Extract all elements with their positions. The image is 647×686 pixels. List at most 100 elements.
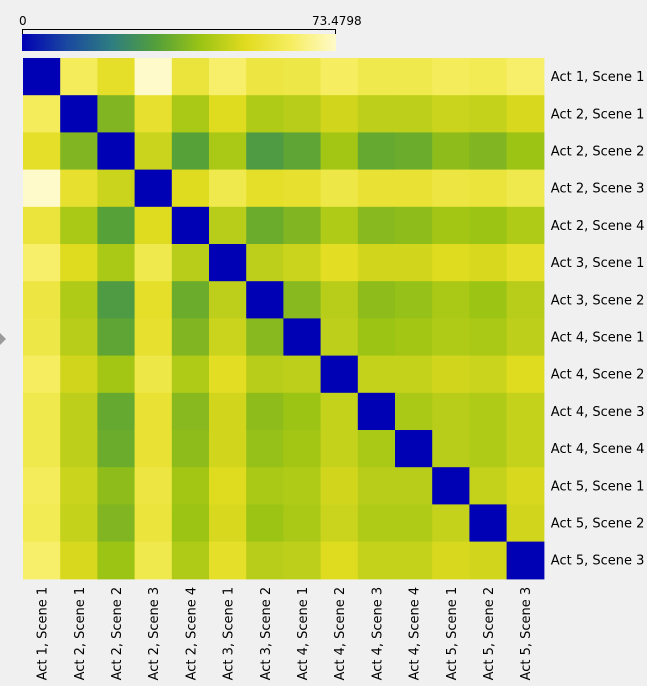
heatmap-cell xyxy=(209,355,247,394)
heatmap-cell xyxy=(357,318,396,357)
heatmap-cell xyxy=(23,132,61,171)
heatmap-cell xyxy=(134,95,173,133)
row-label: Act 5, Scene 1 xyxy=(551,479,645,494)
heatmap-cell xyxy=(283,132,322,171)
collapse-arrow-icon[interactable] xyxy=(0,333,6,345)
heatmap-cell xyxy=(134,355,173,394)
heatmap-cell xyxy=(395,132,433,171)
heatmap-cell xyxy=(506,58,545,96)
heatmap-cell xyxy=(283,392,322,431)
heatmap-cell xyxy=(283,541,322,580)
heatmap-cell xyxy=(395,244,433,282)
heatmap-cell xyxy=(432,467,470,505)
heatmap-cell xyxy=(506,504,545,543)
heatmap-cell xyxy=(283,169,322,208)
heatmap-cell xyxy=(395,355,433,394)
heatmap-cell xyxy=(171,95,210,133)
heatmap-cell xyxy=(60,392,98,431)
heatmap-cell xyxy=(60,318,98,357)
heatmap-cell xyxy=(506,392,545,431)
column-label: Act 4, Scene 4 xyxy=(408,587,423,681)
heatmap-cell xyxy=(395,430,433,468)
heatmap-cell xyxy=(506,467,545,505)
heatmap-cell xyxy=(171,132,210,171)
heatmap-cell xyxy=(469,132,508,171)
row-label: Act 4, Scene 1 xyxy=(551,331,645,346)
heatmap-cell xyxy=(171,430,210,468)
heatmap-cell xyxy=(209,95,247,133)
heatmap-cell xyxy=(246,504,284,543)
heatmap-cell xyxy=(23,206,61,245)
heatmap-cell xyxy=(209,132,247,171)
heatmap-cell xyxy=(97,132,136,171)
heatmap-cell xyxy=(97,95,136,133)
column-label: Act 4, Scene 3 xyxy=(370,587,385,681)
heatmap-cell xyxy=(171,206,210,245)
heatmap-cell xyxy=(283,430,322,468)
heatmap-cell xyxy=(395,281,433,319)
heatmap-cell xyxy=(171,244,210,282)
heatmap-cell xyxy=(432,355,470,394)
heatmap-cell xyxy=(469,281,508,319)
heatmap-cell xyxy=(97,467,136,505)
heatmap-cell xyxy=(209,430,247,468)
heatmap-cell xyxy=(395,95,433,133)
heatmap-cell xyxy=(506,541,545,580)
heatmap-cell xyxy=(320,95,359,133)
heatmap-cell xyxy=(60,504,98,543)
heatmap-cell xyxy=(320,467,359,505)
column-label: Act 5, Scene 1 xyxy=(445,587,460,681)
column-label: Act 1, Scene 1 xyxy=(36,587,51,681)
row-label: Act 3, Scene 2 xyxy=(551,293,645,308)
heatmap-cell xyxy=(23,95,61,133)
heatmap-cell xyxy=(357,392,396,431)
heatmap-cell xyxy=(60,58,98,96)
heatmap-cell xyxy=(97,430,136,468)
column-label: Act 2, Scene 4 xyxy=(184,587,199,681)
column-label: Act 2, Scene 2 xyxy=(110,587,125,681)
heatmap-cell xyxy=(134,392,173,431)
heatmap-cell xyxy=(209,206,247,245)
heatmap-cell xyxy=(432,392,470,431)
heatmap-cell xyxy=(320,244,359,282)
heatmap-cell xyxy=(469,244,508,282)
heatmap-cell xyxy=(134,281,173,319)
column-label: Act 2, Scene 1 xyxy=(73,587,88,681)
heatmap-cell xyxy=(209,58,247,96)
heatmap-cell xyxy=(432,430,470,468)
heatmap-cell xyxy=(60,281,98,319)
heatmap-cell xyxy=(283,355,322,394)
heatmap-cell xyxy=(209,318,247,357)
heatmap-cell xyxy=(246,206,284,245)
heatmap-cell xyxy=(432,132,470,171)
heatmap-cell xyxy=(432,206,470,245)
heatmap-cell xyxy=(23,244,61,282)
heatmap-cell xyxy=(469,318,508,357)
column-label: Act 3, Scene 2 xyxy=(259,587,274,681)
heatmap-cell xyxy=(134,430,173,468)
heatmap-cell xyxy=(60,467,98,505)
legend-max-label: 73.4798 xyxy=(312,14,362,28)
heatmap-cell xyxy=(97,58,136,96)
heatmap-cell xyxy=(357,281,396,319)
heatmap-cell xyxy=(246,355,284,394)
heatmap-cell xyxy=(395,541,433,580)
heatmap-cell xyxy=(246,244,284,282)
heatmap-cell xyxy=(23,430,61,468)
legend-min-label: 0 xyxy=(19,14,27,28)
heatmap-cell xyxy=(97,504,136,543)
heatmap-cell xyxy=(357,467,396,505)
heatmap-cell xyxy=(283,504,322,543)
heatmap-cell xyxy=(432,541,470,580)
heatmap-cell xyxy=(209,281,247,319)
heatmap-cell xyxy=(357,95,396,133)
heatmap-cell xyxy=(171,58,210,96)
row-label: Act 2, Scene 3 xyxy=(551,182,645,197)
heatmap-cell xyxy=(506,132,545,171)
heatmap-cell xyxy=(506,430,545,468)
heatmap-cell xyxy=(246,95,284,133)
heatmap-cell xyxy=(283,244,322,282)
heatmap-cell xyxy=(23,541,61,580)
heatmap-cell xyxy=(432,95,470,133)
column-label: Act 4, Scene 2 xyxy=(333,587,348,681)
